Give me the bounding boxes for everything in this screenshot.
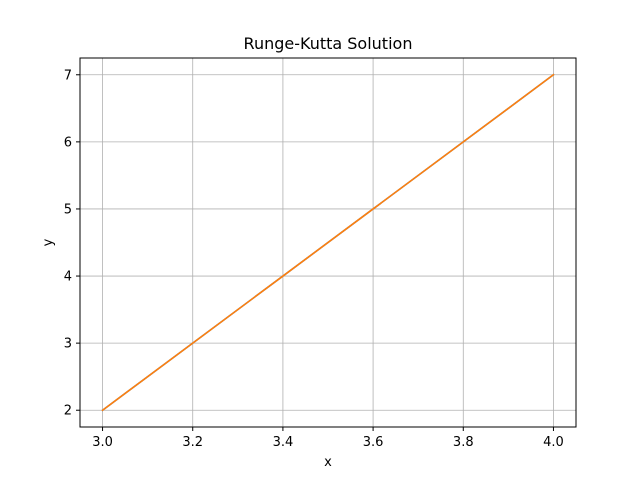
x-tick-label: 3.2: [182, 435, 203, 450]
x-axis-label: x: [324, 455, 332, 470]
y-tick-label: 7: [64, 68, 72, 83]
series-layer: [101, 73, 555, 412]
grid: [80, 58, 576, 427]
y-tick-label: 5: [64, 202, 72, 217]
y-axis-label: y: [41, 238, 56, 246]
x-tick-label: 3.8: [453, 435, 474, 450]
y-tick-label: 2: [64, 404, 72, 419]
x-tick-label: 3.4: [273, 435, 294, 450]
y-tick-label: 4: [64, 270, 72, 285]
x-tick-label: 3.0: [92, 435, 113, 450]
x-tick-label: 3.6: [363, 435, 384, 450]
axis-ticks: 3.0 3.2 3.4 3.6 3.8 4.0 2 3 4 5 6 7: [64, 68, 564, 450]
y-tick-label: 6: [64, 135, 72, 150]
series-line-2: [101, 73, 555, 412]
x-tick-label: 4.0: [543, 435, 564, 450]
chart-title: Runge-Kutta Solution: [244, 34, 413, 53]
plot-area-frame: [79, 57, 577, 428]
y-tick-label: 3: [64, 337, 72, 352]
